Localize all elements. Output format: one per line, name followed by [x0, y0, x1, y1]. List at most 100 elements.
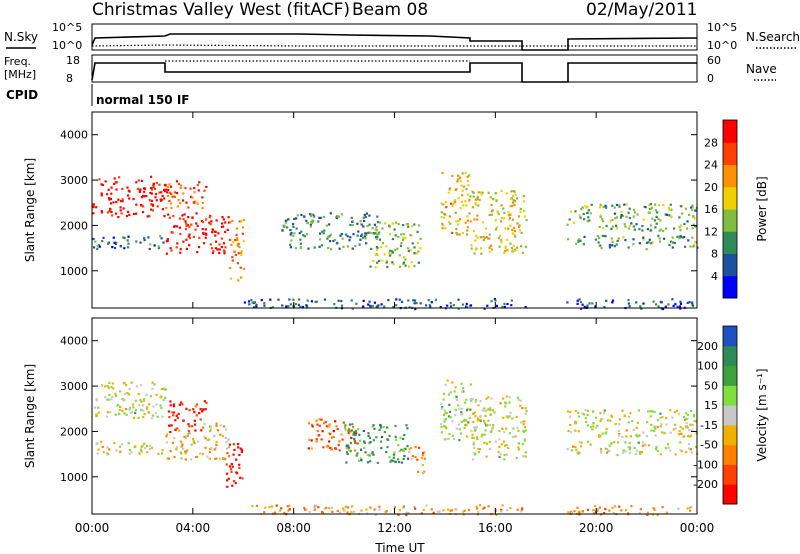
range-cell [429, 305, 432, 308]
range-cell [348, 448, 351, 452]
range-cell [186, 449, 189, 452]
range-cell [402, 457, 405, 460]
range-cell [578, 298, 581, 301]
range-cell [476, 419, 479, 422]
range-cell [375, 237, 378, 240]
range-cell [518, 224, 521, 227]
range-cell [300, 230, 303, 233]
range-cell [409, 446, 413, 449]
range-cell [119, 206, 122, 209]
range-cell [308, 422, 311, 425]
range-cell [406, 445, 409, 448]
range-cell [685, 417, 688, 420]
range-cell [408, 306, 411, 309]
range-cell [623, 203, 626, 206]
range-cell [615, 243, 618, 246]
range-cell [499, 402, 502, 405]
range-cell [137, 179, 140, 182]
range-cell [378, 259, 381, 262]
range-cell [455, 396, 458, 399]
range-cell [503, 251, 506, 254]
range-cell [149, 243, 152, 246]
range-cell [178, 217, 182, 220]
range-cell [658, 240, 662, 243]
range-cell [419, 302, 422, 305]
range-cell [510, 247, 513, 250]
range-cell [669, 449, 672, 452]
range-cell [483, 441, 486, 444]
range-cell [121, 398, 124, 401]
range-cell [125, 408, 128, 411]
range-cell [457, 423, 460, 426]
range-cell [404, 264, 407, 267]
range-cell [618, 418, 621, 421]
cpid-label: CPID [6, 88, 38, 102]
range-cell [689, 509, 692, 512]
range-cell [659, 228, 662, 231]
range-cell [477, 191, 480, 194]
range-cell [226, 452, 229, 455]
range-cell [402, 224, 405, 227]
range-cell [465, 419, 468, 422]
colorbar-tick-label: -50 [700, 439, 718, 452]
range-cell [364, 451, 367, 454]
range-cell [673, 227, 676, 230]
range-cell [575, 242, 578, 245]
range-cell [305, 508, 308, 511]
range-cell [615, 216, 618, 219]
range-cell [500, 510, 503, 513]
range-cell [383, 253, 386, 256]
range-cell [444, 227, 447, 230]
range-cell [455, 427, 458, 430]
range-cell [497, 213, 500, 216]
range-cell [404, 258, 407, 261]
range-cell [352, 426, 355, 429]
range-cell [489, 407, 492, 410]
range-cell [479, 414, 482, 417]
colorbar-segment [723, 231, 737, 254]
range-cell [668, 208, 671, 211]
range-cell [169, 404, 172, 407]
range-cell [459, 180, 462, 183]
range-cell [215, 443, 218, 447]
range-cell [347, 506, 350, 509]
range-cell [213, 448, 216, 451]
range-cell [198, 412, 201, 415]
range-cell [206, 438, 209, 442]
range-cell [185, 435, 188, 438]
range-cell [253, 301, 256, 305]
range-cell [188, 244, 191, 247]
range-cell [428, 304, 431, 307]
range-cell [692, 415, 695, 418]
range-cell [106, 398, 109, 401]
range-cell [371, 227, 374, 230]
range-cell [170, 202, 173, 205]
range-cell [153, 187, 157, 190]
range-cell [151, 414, 155, 417]
range-cell [92, 204, 95, 207]
range-cell [197, 246, 201, 249]
range-cell [179, 451, 182, 454]
range-cell [604, 204, 607, 207]
range-cell [143, 442, 146, 445]
range-cell [690, 429, 694, 432]
range-cell [325, 425, 328, 428]
range-cell [476, 214, 479, 217]
range-cell [576, 451, 579, 454]
range-cell [114, 246, 117, 250]
range-cell [473, 429, 476, 432]
range-cell [194, 228, 197, 231]
range-cell [430, 301, 433, 304]
range-cell [393, 228, 396, 231]
range-cell [287, 305, 290, 308]
range-cell [108, 393, 111, 396]
range-cell [347, 427, 351, 431]
range-cell [480, 435, 483, 438]
range-cell [159, 199, 163, 202]
range-cell [394, 234, 397, 237]
range-cell [209, 214, 212, 217]
range-cell [191, 196, 194, 199]
range-cell [238, 466, 241, 470]
range-cell [322, 446, 325, 449]
range-cell [350, 510, 353, 514]
